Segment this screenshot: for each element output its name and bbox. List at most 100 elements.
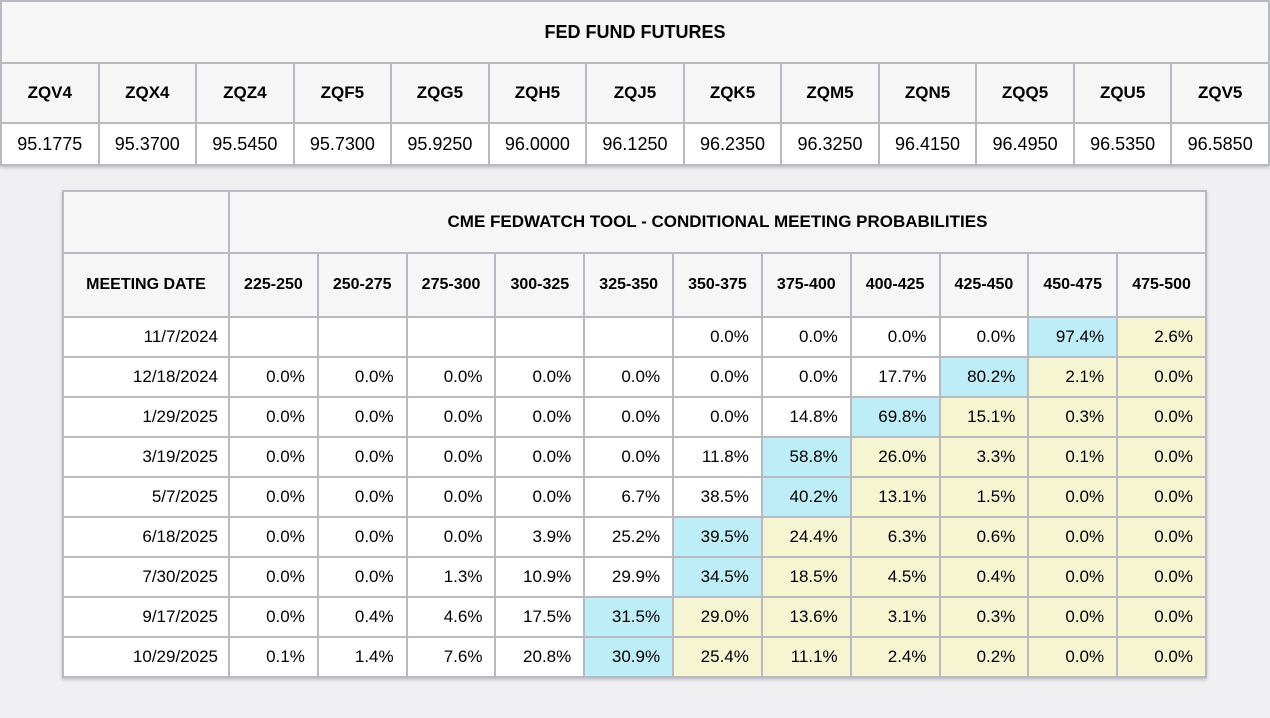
meeting-row: 10/29/2025 0.1% 1.4% 7.6% 20.8% 30.9% 25.4% 11.… <box>62 636 1207 678</box>
futures-price: 95.3700 <box>97 122 198 166</box>
probability-cell: 0.0% <box>1116 356 1207 398</box>
rate-range-header: 450-475 <box>1027 252 1119 318</box>
probability-cell: 0.0% <box>1027 516 1119 558</box>
probability-cell: 0.0% <box>316 436 408 478</box>
futures-price: 96.3250 <box>780 122 880 166</box>
meeting-row: 12/18/2024 0.0% 0.0% 0.0% 0.0% 0.0% 0.0% 0.0% 17… <box>62 356 1207 398</box>
probability-cell: 0.0% <box>1116 396 1207 438</box>
probability-cell: 0.0% <box>938 316 1030 358</box>
probability-cell: 18.5% <box>760 556 852 598</box>
futures-price: 95.7300 <box>292 122 393 166</box>
probability-cell: 2.4% <box>849 636 941 678</box>
rate-range-header: 300-325 <box>494 252 586 318</box>
probability-cell: 0.0% <box>228 396 319 438</box>
probability-cell: 0.0% <box>1116 596 1207 638</box>
probability-cell: 80.2% <box>938 356 1030 398</box>
probability-cell: 7.6% <box>405 636 497 678</box>
probability-cell: 11.1% <box>760 636 852 678</box>
meeting-date: 9/17/2025 <box>62 596 230 638</box>
probability-cell: 30.9% <box>583 636 675 678</box>
probability-cell: 0.0% <box>316 396 408 438</box>
probability-cell: 25.2% <box>583 516 675 558</box>
probability-cell: 0.0% <box>672 316 763 358</box>
probability-cell: 0.0% <box>228 476 319 518</box>
probability-cell <box>316 316 408 358</box>
probability-cell: 31.5% <box>583 596 675 638</box>
futures-ticker: ZQN5 <box>877 62 978 124</box>
probability-cell: 10.9% <box>494 556 586 598</box>
probability-cell: 58.8% <box>760 436 852 478</box>
probability-cell: 0.0% <box>316 356 408 398</box>
rate-range-header: 425-450 <box>938 252 1030 318</box>
probability-cell: 0.4% <box>316 596 408 638</box>
probability-cell: 0.0% <box>760 356 852 398</box>
probability-cell: 0.0% <box>494 436 586 478</box>
futures-price: 96.0000 <box>487 122 588 166</box>
probability-cell: 0.0% <box>494 396 586 438</box>
meeting-row: 11/7/2024 0.0% 0.0% 0.0% 0.0% 97.4% 2.6% <box>62 316 1207 358</box>
futures-ticker: ZQV5 <box>1170 62 1270 124</box>
probability-cell: 4.6% <box>405 596 497 638</box>
probability-cell: 3.9% <box>494 516 586 558</box>
futures-table-title: FED FUND FUTURES <box>0 0 1270 64</box>
probability-cell: 0.0% <box>228 516 319 558</box>
probability-cell: 24.4% <box>760 516 852 558</box>
futures-price: 96.4150 <box>877 122 978 166</box>
probability-cell: 0.0% <box>1116 556 1207 598</box>
probability-cell: 0.0% <box>1116 476 1207 518</box>
probability-cell: 0.3% <box>938 596 1030 638</box>
probability-cell: 40.2% <box>760 476 852 518</box>
futures-ticker: ZQQ5 <box>975 62 1075 124</box>
probability-cell: 1.5% <box>938 476 1030 518</box>
futures-price: 95.9250 <box>390 122 490 166</box>
futures-ticker: ZQX4 <box>97 62 198 124</box>
probability-cell: 0.0% <box>405 396 497 438</box>
probability-cell: 97.4% <box>1027 316 1119 358</box>
probability-cell: 4.5% <box>849 556 941 598</box>
futures-price-row: 95.1775 95.3700 95.5450 95.7300 95.9250 96.00… <box>0 122 1270 166</box>
probability-cell: 0.0% <box>228 556 319 598</box>
meeting-date: 11/7/2024 <box>62 316 230 358</box>
rate-range-header: 350-375 <box>672 252 763 318</box>
probability-cell: 69.8% <box>849 396 941 438</box>
probability-cell <box>583 316 675 358</box>
meeting-row: 7/30/2025 0.0% 0.0% 1.3% 10.9% 29.9% 34.5% 18.5… <box>62 556 1207 598</box>
rate-range-header: 225-250 <box>228 252 319 318</box>
probability-cell: 0.0% <box>1116 436 1207 478</box>
meeting-date: 7/30/2025 <box>62 556 230 598</box>
probability-cell: 13.1% <box>849 476 941 518</box>
meeting-row: 6/18/2025 0.0% 0.0% 0.0% 3.9% 25.2% 39.5% 24.4%… <box>62 516 1207 558</box>
probability-cell: 0.4% <box>938 556 1030 598</box>
meeting-date: 5/7/2025 <box>62 476 230 518</box>
probability-cell: 0.1% <box>1027 436 1119 478</box>
probability-cell: 0.0% <box>672 356 763 398</box>
probability-cell: 26.0% <box>849 436 941 478</box>
probability-cell: 6.7% <box>583 476 675 518</box>
probability-cell <box>228 316 319 358</box>
meeting-row: 3/19/2025 0.0% 0.0% 0.0% 0.0% 0.0% 11.8% 58.8% 2… <box>62 436 1207 478</box>
meeting-date: 10/29/2025 <box>62 636 230 678</box>
probability-cell: 0.0% <box>405 436 497 478</box>
fedwatch-probabilities-table: CME FEDWATCH TOOL - CONDITIONAL MEETING … <box>62 190 1207 678</box>
probability-cell: 14.8% <box>760 396 852 438</box>
probability-cell: 0.6% <box>938 516 1030 558</box>
futures-ticker: ZQM5 <box>780 62 880 124</box>
probability-cell: 34.5% <box>672 556 763 598</box>
probability-cell: 0.0% <box>1027 476 1119 518</box>
probability-cell: 0.0% <box>583 436 675 478</box>
probability-cell: 2.1% <box>1027 356 1119 398</box>
futures-ticker: ZQV4 <box>0 62 100 124</box>
rate-range-header: 275-300 <box>405 252 497 318</box>
probability-cell: 0.0% <box>672 396 763 438</box>
probability-cell: 0.2% <box>938 636 1030 678</box>
probability-cell: 15.1% <box>938 396 1030 438</box>
meeting-row: 5/7/2025 0.0% 0.0% 0.0% 0.0% 6.7% 38.5% 40.2% 13… <box>62 476 1207 518</box>
probability-cell: 0.0% <box>228 436 319 478</box>
rate-range-header: 325-350 <box>583 252 675 318</box>
fedwatch-title-row: CME FEDWATCH TOOL - CONDITIONAL MEETING … <box>62 190 1207 254</box>
probability-cell: 0.0% <box>1027 556 1119 598</box>
probability-cell: 0.0% <box>583 356 675 398</box>
futures-price: 96.1250 <box>585 122 685 166</box>
probability-cell: 3.3% <box>938 436 1030 478</box>
